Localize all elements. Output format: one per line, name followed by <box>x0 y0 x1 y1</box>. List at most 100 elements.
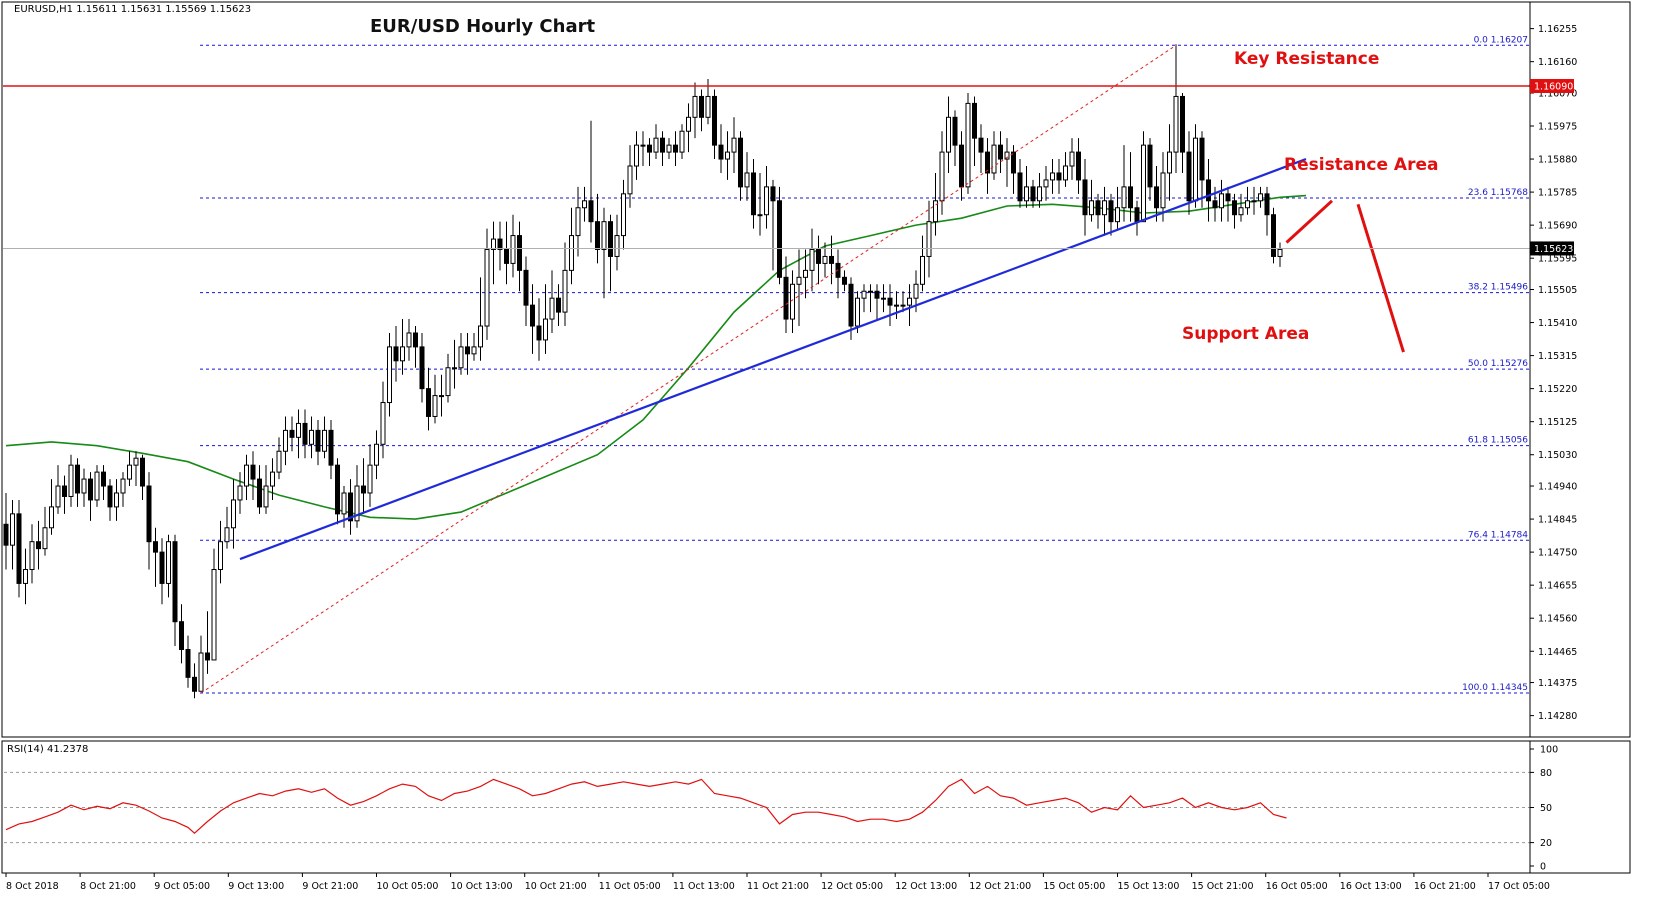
candle-body <box>1251 200 1257 203</box>
price-tick-label: 1.15785 <box>1538 188 1577 199</box>
chart-annotations: EUR/USD Hourly Chart Key Resistance Resist… <box>370 16 1438 344</box>
candle-body <box>770 186 776 202</box>
candle-body <box>1154 186 1159 209</box>
candle-body <box>42 527 48 550</box>
candle-body <box>959 144 964 188</box>
candle-body <box>146 485 152 543</box>
candle-body <box>185 649 191 678</box>
resistance-area-label: Resistance Area <box>1284 155 1438 175</box>
key-resistance-label: Key Resistance <box>1234 49 1379 69</box>
candle-body <box>1063 165 1068 181</box>
candle-body <box>1186 151 1192 202</box>
price-tick-label: 1.14560 <box>1538 614 1577 625</box>
price-tick-label: 1.14940 <box>1538 482 1577 493</box>
candle-body <box>1095 200 1101 216</box>
candle-body <box>569 235 574 271</box>
candle-body <box>965 102 971 188</box>
candle-body <box>120 478 126 494</box>
price-panel-frame <box>1 1 1631 738</box>
candle-body <box>536 325 542 341</box>
candle-body <box>842 276 847 285</box>
candle-body <box>1271 214 1276 257</box>
price-tick-label: 1.14375 <box>1538 678 1577 689</box>
price-tick-label: 1.14655 <box>1538 581 1577 592</box>
candle-body <box>920 255 925 285</box>
key-level-tag <box>1530 79 1574 94</box>
price-tick-label: 1.16160 <box>1538 57 1577 68</box>
rsi-polyline <box>5 778 1287 835</box>
candle-body <box>913 283 919 299</box>
candle-body <box>283 429 288 452</box>
candle-body <box>1030 186 1036 202</box>
candle-body <box>738 137 743 188</box>
candle-body <box>1193 137 1198 202</box>
price-panel <box>1 1 1631 738</box>
drawn-lines <box>3 44 1530 694</box>
candle-body <box>335 464 340 515</box>
time-tick-label: 15 Oct 13:00 <box>1118 881 1180 892</box>
candle-body <box>692 95 698 118</box>
candle-body <box>276 450 282 473</box>
price-tick-label: 1.15125 <box>1538 417 1577 428</box>
candle-body <box>699 95 704 118</box>
candle-body <box>660 137 665 153</box>
candle-body <box>1199 137 1205 181</box>
candle-body <box>380 402 386 445</box>
price-tick-label: 1.15505 <box>1538 285 1577 296</box>
candle-body <box>218 541 223 571</box>
candle-body <box>88 478 93 501</box>
price-tick-label: 1.14845 <box>1538 515 1577 526</box>
rsi-tick-label: 50 <box>1540 803 1552 814</box>
candle-body <box>874 290 880 299</box>
time-tick-label: 11 Oct 13:00 <box>673 881 735 892</box>
candle-body <box>354 485 360 522</box>
rsi-header: RSI(14) 41.2378 <box>7 744 89 755</box>
price-tick-label: 1.15220 <box>1538 384 1577 395</box>
candle-body <box>829 255 834 264</box>
candle-body <box>140 457 145 487</box>
candle-body <box>413 332 418 348</box>
candle-body <box>101 471 106 487</box>
candle-body <box>107 485 113 508</box>
candle-body <box>439 395 444 398</box>
current-price-tag <box>1530 241 1574 256</box>
candle-body <box>751 172 756 216</box>
candle-body <box>497 238 503 250</box>
fib-level-label: 23.6 1.15768 <box>1468 188 1528 198</box>
candle-body <box>1037 186 1042 202</box>
candle-body <box>1089 200 1094 216</box>
candle-body <box>1277 248 1283 257</box>
candle-body <box>1004 151 1010 160</box>
fibonacci-levels: 0.0 1.16207 23.6 1.15768 38.2 1.15496 50.0 … <box>200 35 1530 694</box>
time-tick-label: 11 Oct 21:00 <box>747 881 809 892</box>
candle-body <box>322 429 327 452</box>
price-tick-label: 1.15315 <box>1538 351 1577 362</box>
candle-body <box>608 221 613 257</box>
time-tick-label: 8 Oct 21:00 <box>80 881 136 892</box>
rsi-tick-label: 20 <box>1540 838 1552 849</box>
candle-body <box>1076 151 1081 181</box>
candle-body <box>1160 172 1166 209</box>
candle-body <box>523 269 529 306</box>
candle-body <box>263 485 269 508</box>
candle-body <box>1069 151 1075 167</box>
candle-body <box>725 151 730 160</box>
price-tick-label: 1.16255 <box>1538 24 1577 35</box>
candle-body <box>400 346 405 362</box>
candle-body <box>309 429 314 445</box>
candle-body <box>796 276 802 285</box>
candle-body <box>1141 144 1146 223</box>
candle-body <box>296 422 301 438</box>
candle-body <box>244 464 249 487</box>
time-tick-label: 10 Oct 13:00 <box>451 881 513 892</box>
candle-body <box>452 367 457 370</box>
candle-body <box>10 513 15 546</box>
fib-level-label: 61.8 1.15056 <box>1468 436 1528 446</box>
candle-body <box>179 621 184 651</box>
candle-body <box>848 283 854 327</box>
candle-body <box>419 346 425 390</box>
candle-body <box>816 248 821 264</box>
candle-body <box>777 200 782 278</box>
candle-body <box>1121 186 1127 209</box>
